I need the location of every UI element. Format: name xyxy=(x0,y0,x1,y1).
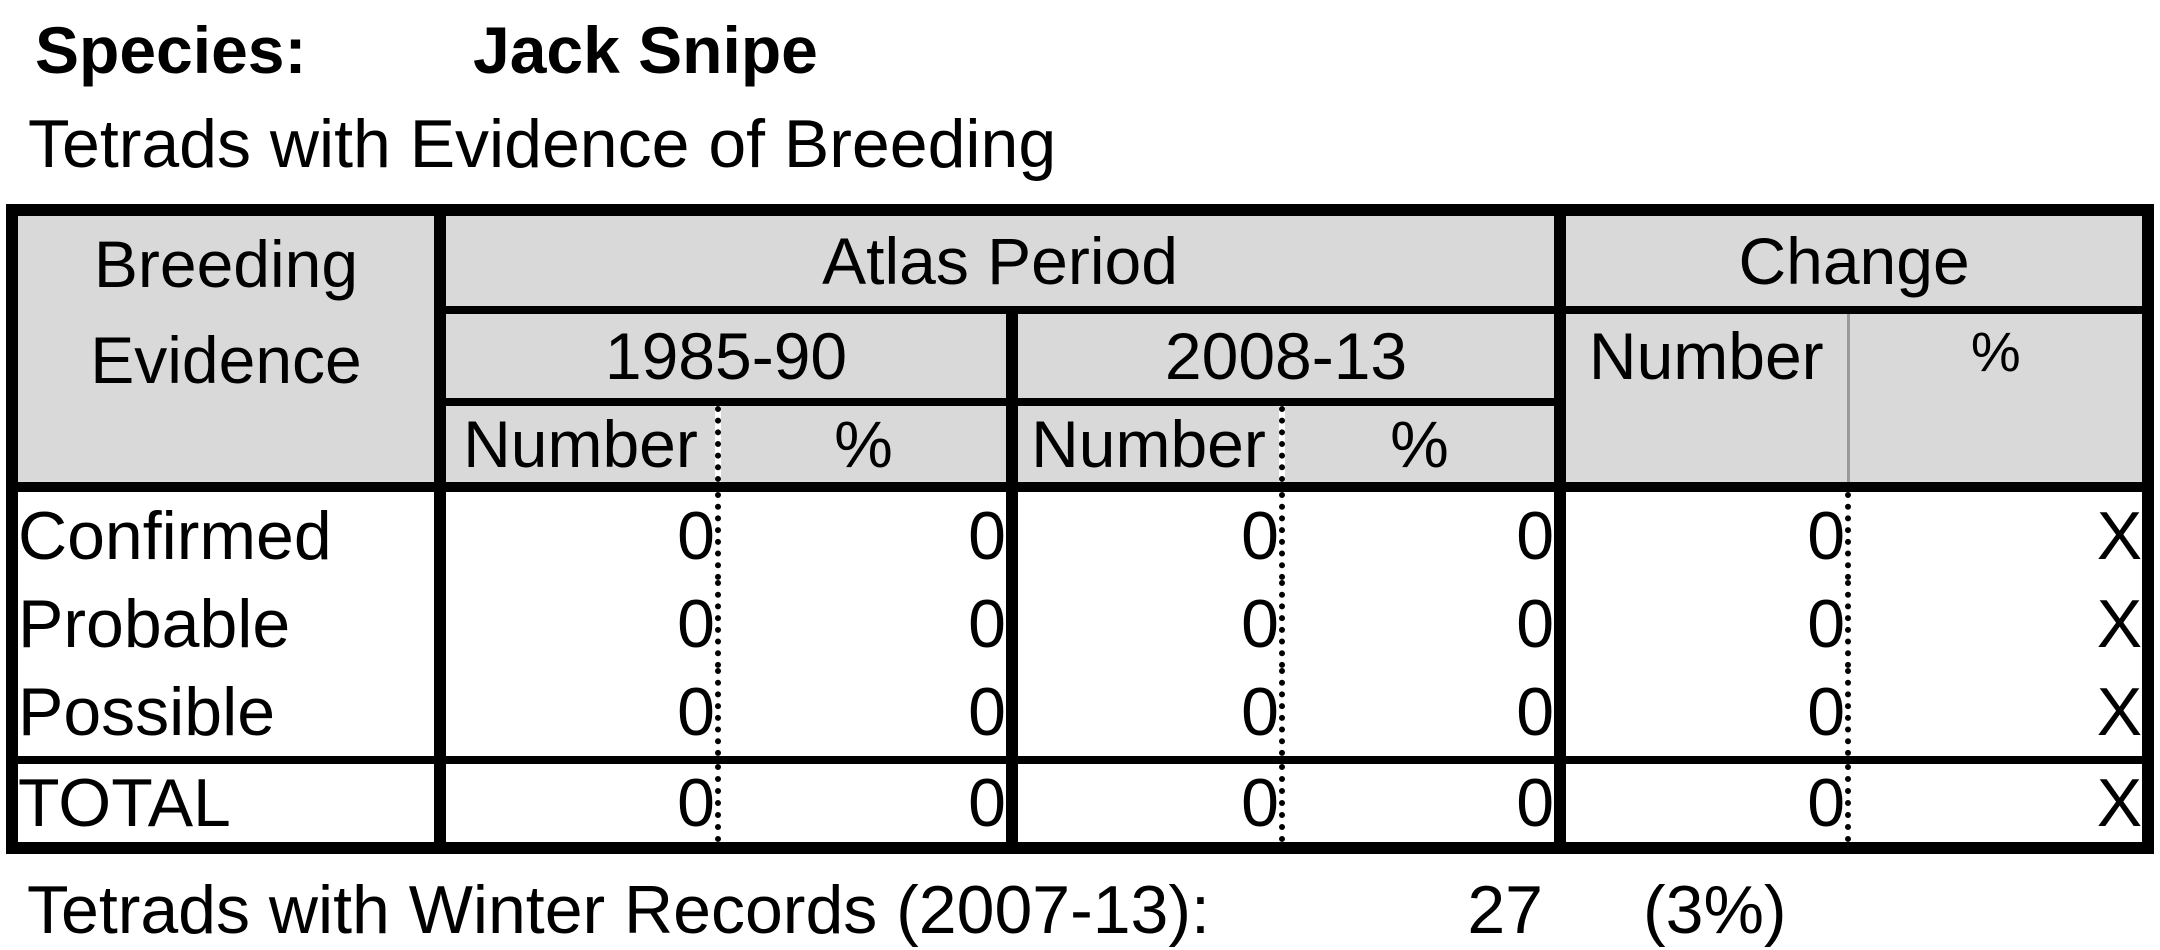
row-label: Confirmed xyxy=(12,487,446,580)
total-value: 0 xyxy=(1282,756,1567,848)
cell-value: 0 xyxy=(1560,580,1852,668)
header-row-metrics: Number % Number % xyxy=(12,402,2148,492)
total-value: 0 xyxy=(1012,756,1285,848)
header-row-groups: Breeding Evidence Atlas Period Change xyxy=(12,210,2149,492)
cell-value: 0 xyxy=(718,580,1018,668)
table-row-total: TOTAL 0 0 0 0 0 X xyxy=(12,756,2149,848)
total-value: 0 xyxy=(718,756,1018,848)
page-subtitle: Tetrads with Evidence of Breeding xyxy=(28,106,1057,182)
group-header-atlas-period: Atlas Period xyxy=(440,210,1567,314)
metric-header-percent-1985: % xyxy=(718,402,1018,492)
table-row-confirmed: Confirmed 0 0 0 0 0 X xyxy=(12,487,2149,580)
winter-records-row: Tetrads with Winter Records (2007-13): 2… xyxy=(0,870,2160,950)
group-header-change: Change xyxy=(1560,210,2149,314)
metric-header-number-1985: Number xyxy=(440,402,721,492)
winter-records-count: 27 xyxy=(1467,872,1543,948)
metric-header-percent-2008: % xyxy=(1282,402,1567,492)
cell-value: 0 xyxy=(1012,580,1285,668)
total-label: TOTAL xyxy=(12,756,446,848)
cell-value: 0 xyxy=(718,487,1018,580)
cell-value: 0 xyxy=(718,668,1018,760)
breeding-evidence-line2: Evidence xyxy=(90,323,362,397)
total-value: 0 xyxy=(1560,756,1852,848)
total-value: X xyxy=(1848,756,2149,848)
winter-records-label: Tetrads with Winter Records (2007-13): xyxy=(27,872,1210,948)
species-title-row: Species: Jack Snipe xyxy=(0,0,2160,90)
cell-value: 0 xyxy=(440,487,721,580)
cell-value: 0 xyxy=(440,580,721,668)
total-value: 0 xyxy=(440,756,721,848)
cell-value: 0 xyxy=(1282,580,1567,668)
species-value: Jack Snipe xyxy=(473,13,818,87)
cell-value: 0 xyxy=(1282,668,1567,760)
cell-value: 0 xyxy=(1012,487,1285,580)
row-label: Possible xyxy=(12,668,446,760)
period-header-2008-13: 2008-13 xyxy=(1012,310,1567,406)
cell-value: 0 xyxy=(1282,487,1567,580)
row-label: Probable xyxy=(12,580,446,668)
cell-value: X xyxy=(1848,487,2149,580)
period-header-1985-90: 1985-90 xyxy=(440,310,1018,406)
species-label: Species: xyxy=(35,13,307,87)
header-row-periods: 1985-90 2008-13 Number % xyxy=(12,310,2149,492)
change-percent-header: % xyxy=(1848,310,2149,492)
winter-records-percent: (3%) xyxy=(1643,872,1787,948)
cell-value: 0 xyxy=(1560,487,1852,580)
table-row-possible: Possible 0 0 0 0 0 X xyxy=(12,668,2149,760)
col-header-breeding-evidence: Breeding Evidence xyxy=(12,210,446,492)
change-number-header: Number xyxy=(1560,310,1850,492)
breeding-evidence-table: Breeding Evidence Atlas Period Change 19… xyxy=(6,204,2155,854)
breeding-evidence-line1: Breeding xyxy=(93,227,359,301)
cell-value: X xyxy=(1848,580,2149,668)
cell-value: 0 xyxy=(1560,668,1852,760)
metric-header-number-2008: Number xyxy=(1012,402,1285,492)
table-row-probable: Probable 0 0 0 0 0 X xyxy=(12,580,2149,668)
cell-value: 0 xyxy=(1012,668,1285,760)
cell-value: X xyxy=(1848,668,2149,760)
cell-value: 0 xyxy=(440,668,721,760)
